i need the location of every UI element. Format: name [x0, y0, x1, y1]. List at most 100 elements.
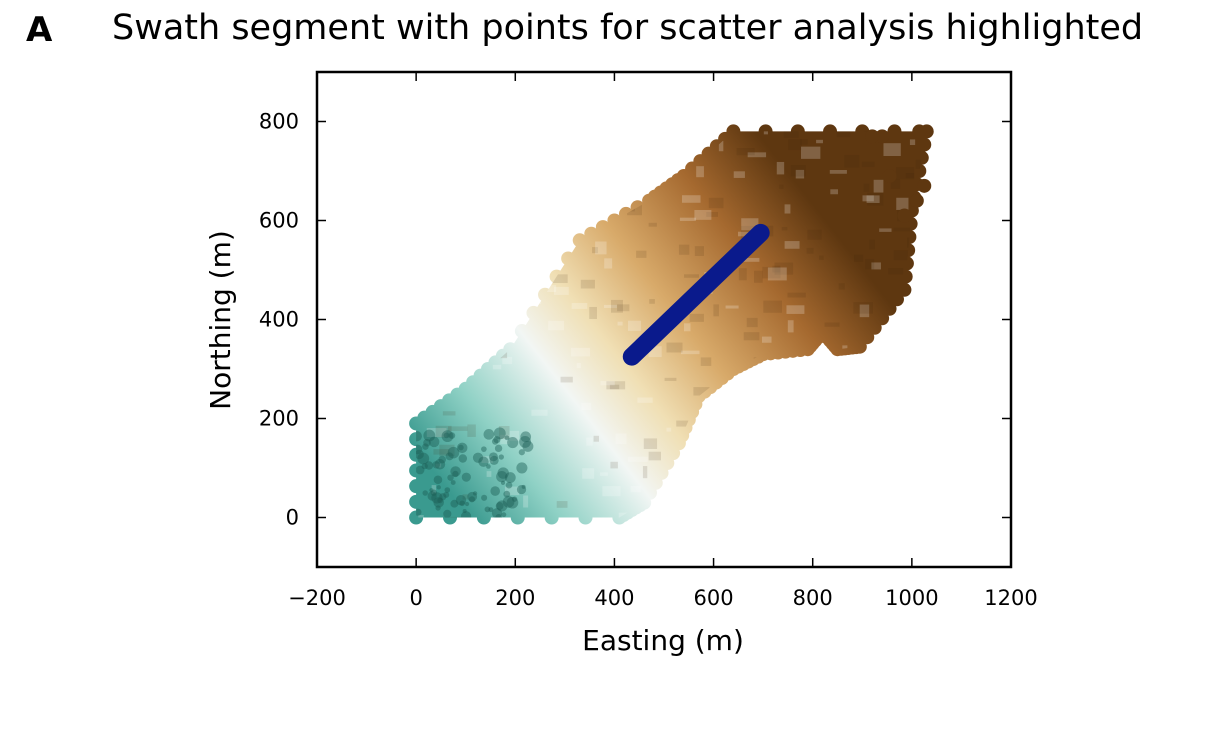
cloud-texture-patch — [521, 484, 526, 489]
cloud-texture-patch — [512, 185, 533, 195]
cloud-texture-patch — [441, 430, 454, 443]
cloud-texture-patch — [747, 152, 767, 158]
cloud-texture-patch — [853, 408, 860, 414]
cloud-texture-patch — [905, 173, 915, 179]
cloud-texture-patch — [424, 461, 434, 470]
cloud-texture-patch — [436, 340, 451, 349]
cloud-texture-patch — [643, 438, 658, 449]
cloud-texture-patch — [473, 192, 492, 200]
cloud-texture-patch — [586, 437, 593, 446]
cloud-texture-patch — [795, 169, 805, 179]
cloud-texture-patch — [784, 204, 791, 214]
cloud-texture-patch — [604, 258, 613, 269]
cloud-texture-patch — [696, 166, 704, 178]
cloud-edge-marker — [882, 301, 897, 316]
cloud-texture-patch — [602, 486, 621, 497]
cloud-texture-patch — [522, 440, 534, 452]
cloud-texture-patch — [719, 421, 734, 434]
cloud-edge-marker — [889, 292, 904, 307]
cloud-edge-marker — [618, 206, 633, 221]
cloud-texture-patch — [666, 342, 683, 353]
cloud-texture-patch — [427, 491, 437, 501]
cloud-texture-patch — [896, 197, 909, 210]
cloud-texture-patch — [504, 472, 516, 483]
cloud-texture-patch — [844, 154, 860, 168]
cloud-texture-patch — [553, 286, 569, 295]
cloud-texture-patch — [676, 420, 693, 427]
y-axis-label: Northing (m) — [204, 230, 237, 410]
cloud-texture-patch — [648, 451, 661, 461]
cloud-texture-patch — [495, 514, 503, 518]
cloud-texture-patch — [431, 331, 438, 338]
cloud-texture-patch — [511, 496, 518, 502]
cloud-texture-patch — [500, 182, 519, 191]
cloud-texture-patch — [760, 485, 780, 489]
cloud-texture-patch — [642, 157, 658, 166]
cloud-texture-patch — [423, 438, 431, 447]
cloud-texture-patch — [500, 480, 506, 486]
cloud-texture-patch — [548, 320, 565, 331]
cloud-texture-patch — [416, 431, 422, 442]
cloud-texture-patch — [517, 285, 536, 296]
cloud-edge-marker — [852, 339, 867, 354]
cloud-texture-patch — [909, 139, 916, 146]
cloud-texture-patch — [787, 320, 794, 333]
cloud-texture-patch — [800, 146, 821, 159]
cloud-texture-patch — [456, 442, 468, 454]
cloud-texture-patch — [467, 491, 478, 502]
cloud-texture-patch — [843, 496, 857, 507]
cloud-texture-patch — [779, 184, 784, 189]
cloud-texture-patch — [504, 435, 510, 441]
cloud-texture-patch — [472, 452, 484, 463]
cloud-texture-patch — [617, 304, 630, 312]
cloud-texture-patch — [442, 411, 456, 416]
cloud-texture-patch — [483, 328, 488, 337]
cloud-texture-patch — [547, 168, 563, 177]
cloud-texture-patch — [806, 247, 814, 254]
cloud-texture-patch — [642, 466, 648, 479]
cloud-texture-patch — [589, 306, 597, 320]
x-tick-label: 1000 — [885, 586, 938, 610]
cloud-texture-patch — [837, 517, 848, 518]
cloud-edge-marker — [409, 479, 424, 494]
cloud-edge-marker — [578, 510, 593, 525]
cloud-texture-patch — [708, 197, 724, 209]
cloud-texture-patch — [581, 402, 592, 411]
cloud-texture-patch — [458, 454, 468, 463]
cloud-texture-patch — [836, 131, 851, 138]
cloud-texture-patch — [862, 195, 874, 202]
cloud-texture-patch — [772, 265, 781, 273]
cloud-texture-patch — [500, 434, 510, 445]
cloud-texture-patch — [486, 471, 492, 477]
cloud-texture-patch — [538, 256, 545, 268]
cloud-texture-patch — [435, 425, 452, 438]
cloud-texture-patch — [486, 464, 491, 469]
cloud-texture-patch — [807, 229, 822, 240]
cloud-texture-patch — [434, 254, 446, 259]
cloud-texture-patch — [472, 230, 488, 240]
cloud-texture-patch — [610, 461, 618, 469]
cloud-texture-patch — [600, 381, 615, 386]
cloud-texture-patch — [815, 391, 835, 403]
cloud-texture-patch — [627, 204, 642, 216]
cloud-texture-patch — [735, 428, 744, 434]
cloud-texture-patch — [879, 228, 892, 232]
cloud-texture-patch — [513, 284, 533, 296]
cloud-texture-patch — [571, 347, 591, 357]
cloud-texture-patch — [576, 362, 581, 369]
cloud-edge-marker — [514, 324, 529, 339]
cloud-texture-patch — [829, 169, 847, 174]
cloud-texture-patch — [917, 477, 927, 483]
cloud-texture-patch — [416, 273, 433, 282]
cloud-texture-patch — [593, 435, 600, 442]
cloud-texture-patch — [564, 131, 573, 141]
cloud-texture-patch — [681, 195, 701, 203]
outlier-points — [865, 124, 932, 223]
cloud-texture-patch — [775, 404, 786, 417]
cloud-texture-patch — [432, 461, 440, 469]
cloud-texture-patch — [422, 443, 429, 450]
cloud-texture-patch — [746, 317, 758, 328]
cloud-texture-patch — [548, 274, 568, 284]
cloud-texture-patch — [606, 381, 626, 390]
cloud-texture-patch — [895, 516, 906, 518]
